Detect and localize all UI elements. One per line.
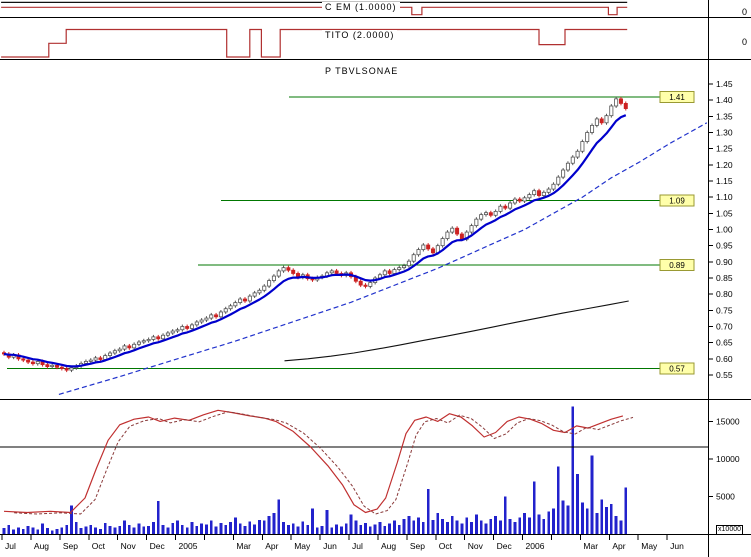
svg-text:Nov: Nov bbox=[121, 541, 137, 551]
svg-text:Jul: Jul bbox=[5, 541, 16, 551]
tito-pane-title: TITO (2.0000) bbox=[322, 30, 398, 41]
svg-text:0.70: 0.70 bbox=[716, 322, 733, 332]
svg-text:Nov: Nov bbox=[468, 541, 484, 551]
cem-pane-title: C EM (1.0000) bbox=[322, 2, 400, 13]
svg-text:0.57: 0.57 bbox=[669, 365, 685, 374]
ema-line bbox=[3, 114, 627, 368]
long-ma-line bbox=[284, 300, 629, 362]
svg-text:0.60: 0.60 bbox=[716, 354, 733, 364]
svg-text:1.30: 1.30 bbox=[716, 128, 733, 138]
svg-text:0.80: 0.80 bbox=[716, 289, 733, 299]
tito-indicator-line bbox=[1, 28, 628, 58]
volume-bars bbox=[2, 406, 628, 534]
svg-text:1.00: 1.00 bbox=[716, 225, 733, 235]
svg-text:May: May bbox=[641, 541, 658, 551]
svg-text:1.45: 1.45 bbox=[716, 79, 733, 89]
cem-indicator-line bbox=[1, 1, 628, 16]
volume-scale-note: x10000 bbox=[716, 525, 743, 535]
svg-text:Dec: Dec bbox=[497, 541, 513, 551]
svg-text:Oct: Oct bbox=[439, 541, 453, 551]
support-resistance-lines[interactable] bbox=[6, 96, 693, 370]
svg-text:Aug: Aug bbox=[381, 541, 396, 551]
svg-text:5000: 5000 bbox=[716, 492, 735, 502]
svg-text:2006: 2006 bbox=[526, 541, 545, 551]
svg-text:Apr: Apr bbox=[265, 541, 278, 551]
svg-text:Jun: Jun bbox=[670, 541, 684, 551]
svg-text:Mar: Mar bbox=[583, 541, 598, 551]
time-axis: Jul Aug Sep Oct Nov Dec 2005 Mar Apr May Jun Jul Aug… bbox=[1, 535, 684, 551]
volume-axis: 15000 10000 5000 bbox=[708, 417, 740, 502]
svg-text:1.41: 1.41 bbox=[669, 93, 685, 102]
svg-text:0.90: 0.90 bbox=[716, 257, 733, 267]
svg-text:15000: 15000 bbox=[716, 417, 740, 427]
svg-text:Jun: Jun bbox=[323, 541, 337, 551]
candlesticks bbox=[2, 96, 628, 373]
svg-text:Sep: Sep bbox=[410, 541, 425, 551]
svg-text:Jul: Jul bbox=[352, 541, 363, 551]
svg-text:0.65: 0.65 bbox=[716, 338, 733, 348]
svg-text:Sep: Sep bbox=[63, 541, 78, 551]
svg-text:1.05: 1.05 bbox=[716, 208, 733, 218]
svg-text:1.40: 1.40 bbox=[716, 95, 733, 105]
svg-text:1.20: 1.20 bbox=[716, 160, 733, 170]
svg-text:Apr: Apr bbox=[612, 541, 625, 551]
dashed-ma-line[interactable] bbox=[58, 122, 708, 395]
svg-text:Oct: Oct bbox=[92, 541, 106, 551]
oscillator-line bbox=[3, 409, 624, 514]
svg-text:1.09: 1.09 bbox=[669, 196, 685, 205]
svg-text:0.55: 0.55 bbox=[716, 370, 733, 380]
price-pane-title: P TBVLSONAE bbox=[322, 66, 402, 77]
tito-axis-value: 0 bbox=[741, 37, 747, 47]
cem-axis-value: 0 bbox=[741, 7, 747, 17]
svg-text:1.25: 1.25 bbox=[716, 144, 733, 154]
svg-text:2005: 2005 bbox=[179, 541, 198, 551]
svg-text:0.85: 0.85 bbox=[716, 273, 733, 283]
svg-text:0.89: 0.89 bbox=[669, 261, 685, 270]
svg-text:1.10: 1.10 bbox=[716, 192, 733, 202]
oscillator-signal-line bbox=[14, 411, 634, 515]
svg-text:1.35: 1.35 bbox=[716, 111, 733, 121]
price-level-tags[interactable]: 1.41 1.09 0.89 0.57 bbox=[659, 90, 695, 375]
svg-text:1.15: 1.15 bbox=[716, 176, 733, 186]
svg-text:0.75: 0.75 bbox=[716, 305, 733, 315]
svg-text:Mar: Mar bbox=[236, 541, 251, 551]
svg-text:Dec: Dec bbox=[150, 541, 166, 551]
svg-text:May: May bbox=[294, 541, 311, 551]
svg-text:Aug: Aug bbox=[34, 541, 49, 551]
price-axis: 1.45 1.40 1.35 1.30 1.25 1.20 1.15 1.10 1.05 1.00… bbox=[708, 79, 733, 380]
svg-text:0.95: 0.95 bbox=[716, 241, 733, 251]
svg-text:10000: 10000 bbox=[716, 454, 740, 464]
